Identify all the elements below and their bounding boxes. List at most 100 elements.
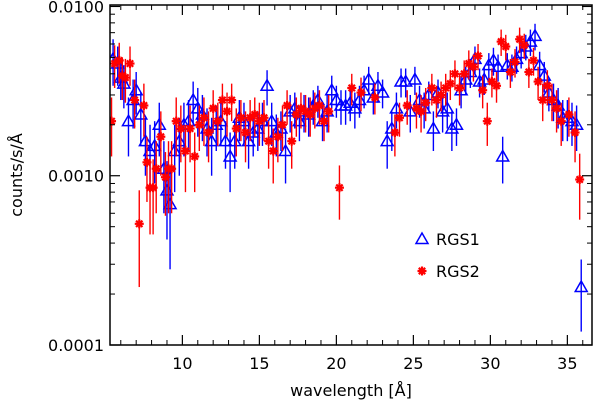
rgs2-point	[347, 83, 357, 93]
rgs1-point	[379, 133, 395, 147]
rgs2-point	[231, 124, 241, 134]
rgs2-point	[156, 132, 166, 142]
rgs2-point	[445, 79, 455, 89]
rgs1-point	[185, 92, 201, 106]
rgs1-point	[347, 100, 363, 114]
rgs2-point	[151, 164, 161, 174]
rgs1-point	[439, 100, 455, 114]
y-tick-label: 0.0100	[48, 0, 104, 16]
rgs1-point	[398, 74, 413, 87]
rgs2-point	[319, 116, 329, 126]
rgs1-point	[162, 196, 178, 210]
rgs2-point	[264, 136, 274, 146]
rgs2-point	[282, 100, 292, 110]
rgs1-point	[151, 117, 167, 131]
rgs2-point	[436, 90, 446, 100]
rgs1-point	[147, 138, 162, 152]
rgs2-point	[291, 109, 301, 119]
rgs1-point	[138, 133, 153, 147]
rgs2-point	[120, 73, 130, 83]
y-tick-label: 0.0010	[48, 167, 104, 186]
legend-marker-rgs2	[417, 266, 427, 276]
rgs1-point	[324, 82, 340, 96]
rgs2-point	[130, 95, 140, 105]
rgs1-point	[361, 72, 377, 85]
rgs2-point	[538, 95, 548, 105]
rgs2-point	[395, 113, 405, 123]
rgs2-point	[213, 116, 223, 126]
axes-layer: 10 15 20 25 30 35 0.0001 0.0010 0.0100	[48, 0, 592, 373]
rgs2-point	[334, 183, 344, 193]
rgs2-point	[421, 98, 431, 108]
rgs2-point	[110, 116, 117, 126]
rgs2-point	[370, 92, 380, 102]
rgs2-point	[273, 132, 283, 142]
rgs2-point	[134, 219, 144, 229]
rgs2-point	[254, 116, 264, 126]
rgs2-point	[390, 128, 400, 138]
rgs2-point	[180, 146, 190, 156]
rgs2-point	[167, 164, 177, 174]
rgs1-point	[449, 117, 464, 131]
rgs1-point	[532, 57, 547, 71]
y-tick-label: 0.0001	[48, 336, 104, 355]
legend-triangle-icon	[414, 231, 430, 245]
rgs2-point	[501, 42, 511, 52]
x-tick-label: 30	[480, 354, 500, 373]
rgs2-point	[564, 109, 574, 119]
legend-label-rgs2: RGS2	[436, 262, 480, 281]
rgs1-point	[128, 82, 144, 96]
rgs2-point	[110, 59, 120, 69]
rgs2-point	[125, 59, 135, 69]
rgs2-point	[519, 40, 529, 50]
rgs2-point	[171, 116, 181, 126]
rgs2-point	[482, 116, 492, 126]
rgs1-point	[435, 103, 450, 117]
x-tick-label: 20	[326, 354, 346, 373]
rgs2-point	[416, 106, 426, 116]
x-tick-label: 10	[172, 354, 192, 373]
rgs2-point	[468, 62, 478, 72]
rgs1-point	[407, 72, 423, 85]
rgs2-point	[217, 95, 227, 105]
rgs2-point	[402, 100, 412, 110]
rgs2-point	[570, 128, 580, 138]
rgs1-point	[121, 113, 136, 127]
x-axis-label: wavelength [Å]	[290, 381, 412, 400]
rgs2-point	[575, 174, 585, 184]
rgs1-point	[259, 78, 275, 92]
rgs2-point	[492, 81, 502, 91]
rgs2-point	[305, 109, 315, 119]
rgs2-point	[533, 77, 543, 87]
rgs2-point	[236, 113, 246, 123]
rgs2-point	[194, 120, 204, 130]
rgs2-point	[478, 85, 488, 95]
rgs2-point	[427, 83, 437, 93]
rgs2-point	[259, 113, 269, 123]
rgs1-point	[338, 97, 353, 111]
rgs1-point	[486, 52, 501, 66]
rgs2-point	[473, 51, 483, 61]
legend-asterisk-icon	[417, 266, 427, 276]
rgs2-point	[524, 67, 534, 77]
rgs2-point	[148, 183, 158, 193]
legend: RGS1 RGS2	[414, 230, 480, 281]
rgs1-point	[490, 59, 506, 73]
rgs2-point	[199, 113, 209, 123]
rgs2-point	[450, 69, 460, 79]
rgs2-point	[277, 120, 287, 130]
rgs2-point	[542, 81, 552, 91]
rgs1-point	[375, 85, 390, 98]
rgs1-point	[190, 100, 206, 114]
rgs2-point	[227, 95, 237, 105]
rgs1-point	[264, 113, 279, 127]
plot-frame	[109, 4, 593, 346]
rgs1-point	[495, 148, 510, 162]
rgs1-point	[569, 117, 584, 131]
rgs2-point	[547, 95, 557, 105]
rgs2-point	[556, 116, 566, 126]
rgs1-point	[342, 95, 358, 108]
rgs2-point	[552, 103, 562, 113]
x-tick-label: 35	[557, 354, 577, 373]
